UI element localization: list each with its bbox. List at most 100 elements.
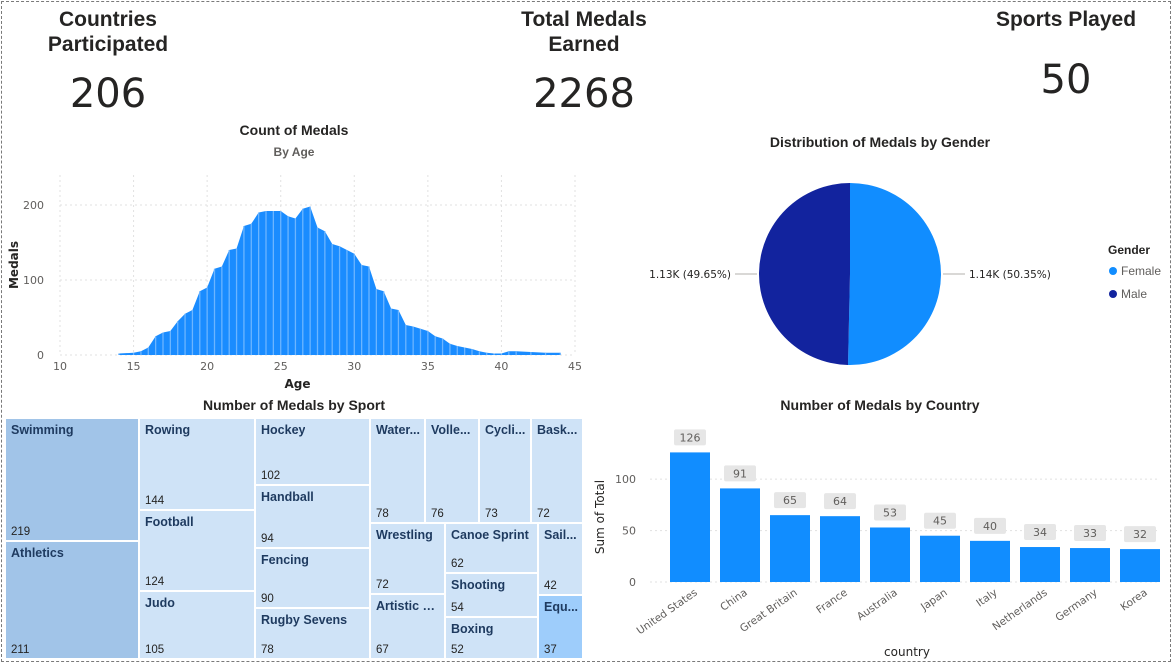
gender-legend-title: Gender [1108,243,1151,257]
treemap-cell-label: Bask... [537,423,578,437]
treemap-cell-value: 90 [261,593,274,605]
pie-slice-male[interactable] [758,183,850,365]
treemap-cell-value: 37 [544,644,557,656]
bar-data-label: 64 [833,495,847,508]
age-x-tick-label: 20 [200,360,214,373]
age-x-tick-label: 30 [347,360,361,373]
age-area-chart[interactable]: 10 15 20 25 30 35 40 45 0 100 200 Age Medals [0,165,600,395]
country-bar[interactable] [970,540,1010,582]
country-bar[interactable] [1070,548,1110,582]
treemap-cell[interactable]: Cycli... 73 [479,418,531,523]
kpi-countries-value: 206 [69,71,147,117]
treemap-cell[interactable]: Volle... 76 [425,418,479,523]
country-bar[interactable] [770,515,810,582]
bar-x-tick-label: United States [635,587,700,638]
treemap-cell-value: 42 [544,580,557,592]
country-chart-title: Number of Medals by Country [780,397,980,413]
bar-data-label: 65 [783,494,797,507]
treemap-cell[interactable]: Wrestling 72 [370,523,445,594]
bar-data-label-bg [1074,525,1106,542]
kpi-medals-title-line1: Total Medals [521,8,647,31]
country-bar[interactable] [1120,549,1160,582]
treemap-cell[interactable]: Athletics 211 [5,541,139,659]
treemap-cell-label: Boxing [451,622,494,636]
legend-item-male[interactable]: Male [1109,287,1147,301]
treemap-cell-label: Wrestling [376,528,433,542]
bar-data-label-bg [774,492,806,509]
bar-y-tick-label: 50 [622,525,636,538]
bar-data-label: 34 [1033,526,1047,539]
bar-y-tick-label: 100 [615,473,636,486]
treemap-cell[interactable]: Swimming 219 [5,418,139,541]
treemap-cell-label: Sail... [544,528,577,542]
treemap-cell[interactable]: Water... 78 [370,418,425,523]
treemap-cell-value: 211 [11,644,30,656]
kpi-medals-value: 2268 [533,71,635,117]
country-bar[interactable] [720,488,760,582]
treemap-cell-label: Water... [376,423,420,437]
treemap-cell-value: 94 [261,533,274,545]
treemap-cell-label: Equ... [544,600,579,614]
treemap-cell[interactable]: Artistic G... 67 [370,594,445,659]
bar-x-tick-label: Korea [1118,587,1149,614]
treemap-cell-value: 52 [451,644,464,656]
treemap-cell-value: 73 [485,508,498,520]
age-chart-title: Count of Medals [239,122,349,138]
bar-y-axis-label: Sum of Total [593,480,607,554]
pie-slice-female[interactable] [847,183,941,365]
bar-x-tick-label: Japan [918,587,950,614]
treemap-cell-label: Shooting [451,578,506,592]
treemap-cell[interactable]: Fencing 90 [255,548,370,608]
treemap-cell[interactable]: Boxing 52 [445,617,538,659]
treemap-cell[interactable]: Rugby Sevens 78 [255,608,370,659]
treemap-cell-value: 62 [451,558,464,570]
age-y-tick-label: 200 [23,199,44,212]
bar-x-axis-label: country [884,645,930,659]
age-y-tick-label: 0 [37,349,44,362]
treemap-cell-label: Athletics [11,546,64,560]
bar-data-label-bg [674,429,706,446]
bar-data-label-bg [1024,524,1056,541]
treemap-cell-value: 76 [431,508,444,520]
country-bar[interactable] [1020,547,1060,582]
treemap-cell-label: Artistic G... [376,599,441,613]
sport-treemap[interactable]: Swimming 219 Athletics 211 Rowing 144 Football… [5,418,583,659]
treemap-cell[interactable]: Shooting 54 [445,573,538,617]
kpi-sports-title: Sports Played [995,8,1137,31]
treemap-cell-value: 219 [11,526,31,538]
age-x-tick-label: 10 [53,360,67,373]
treemap-cell[interactable]: Judo 105 [139,591,255,659]
country-bar[interactable] [670,452,710,582]
country-bar[interactable] [920,535,960,582]
treemap-cell[interactable]: Canoe Sprint 62 [445,523,538,573]
age-x-tick-label: 40 [494,360,508,373]
treemap-cell[interactable]: Equ... 37 [538,595,583,659]
gender-chart-title: Distribution of Medals by Gender [769,134,991,150]
treemap-cell-value: 124 [145,576,165,588]
bar-data-label: 33 [1083,527,1097,540]
bar-data-label: 45 [933,515,947,528]
treemap-cell[interactable]: Rowing 144 [139,418,255,510]
bar-x-tick-label: Italy [974,587,1000,610]
treemap-cell[interactable]: Sail... 42 [538,523,583,595]
gender-pie-chart[interactable]: 1.14K (50.35%) 1.13K (49.65%) [600,160,1100,410]
age-x-tick-label: 35 [421,360,435,373]
treemap-cell[interactable]: Hockey 102 [255,418,370,485]
bar-x-tick-label: Australia [855,587,900,623]
legend-item-female[interactable]: Female [1109,264,1161,278]
bar-x-tick-label: France [814,587,849,617]
treemap-cell-value: 78 [376,508,389,520]
country-bar[interactable] [820,516,860,582]
treemap-cell[interactable]: Football 124 [139,510,255,591]
age-y-tick-label: 100 [23,274,44,287]
treemap-cell-label: Volle... [431,423,471,437]
country-bar[interactable] [870,527,910,582]
bar-x-tick-label: Netherlands [990,587,1049,634]
treemap-cell-label: Cycli... [485,423,526,437]
treemap-cell[interactable]: Handball 94 [255,485,370,548]
age-x-tick-label: 45 [568,360,582,373]
treemap-cell-value: 102 [261,470,281,482]
treemap-cell[interactable]: Bask... 72 [531,418,583,523]
kpi-medals-title-line2: Earned [548,33,620,56]
